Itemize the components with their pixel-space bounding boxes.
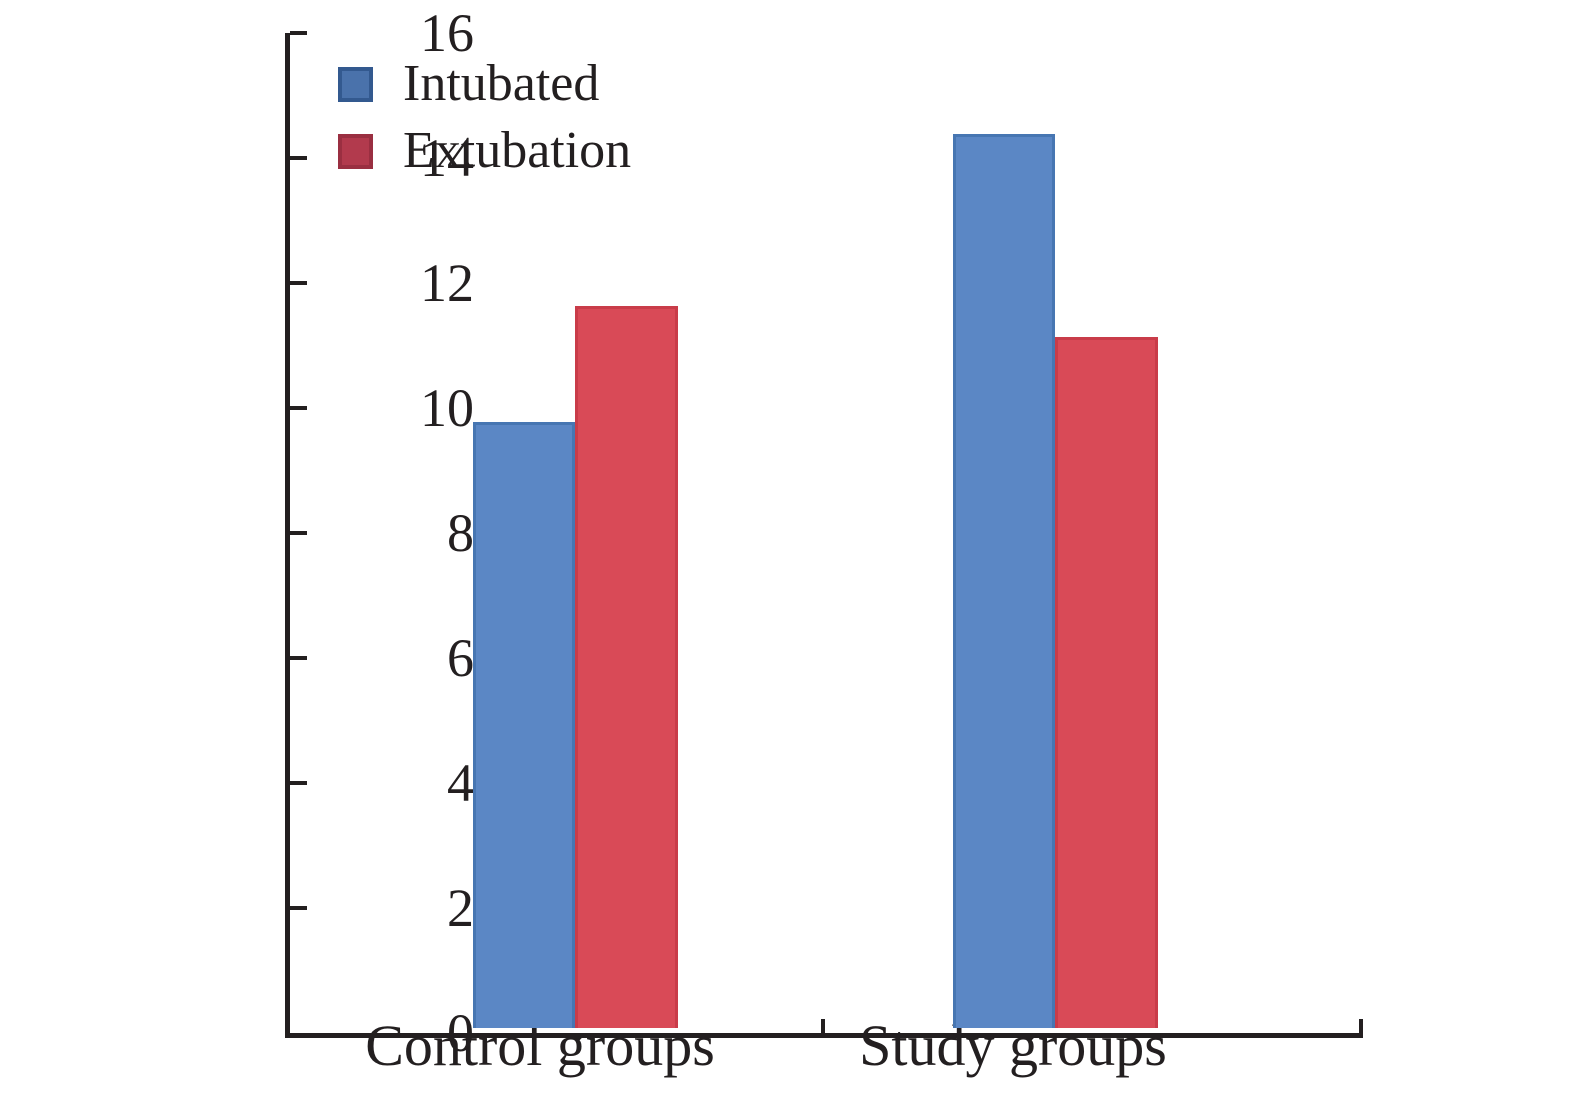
y-axis: [285, 33, 290, 1038]
y-tick-10: [290, 406, 307, 410]
bar-intubated-control-groups: [473, 422, 575, 1028]
bar-extubation-control-groups: [575, 306, 678, 1028]
legend-swatch-extubation: [338, 133, 373, 169]
y-tick-2: [290, 906, 307, 910]
y-tick-12: [290, 281, 307, 285]
y-tick-16: [290, 31, 307, 35]
y-tick-6: [290, 656, 307, 660]
bar-extubation-study-groups: [1055, 337, 1158, 1028]
legend: Intubated Extubation: [338, 55, 632, 194]
y-tick-label-8: 8: [447, 503, 474, 563]
y-tick-label-0: 0: [447, 1003, 474, 1063]
bar-intubated-study-groups: [953, 134, 1055, 1028]
legend-swatch-intubated: [338, 66, 373, 102]
y-tick-label-16: 16: [420, 3, 474, 63]
y-tick-label-14: 14: [420, 128, 474, 188]
legend-item-extubation: Extubation: [338, 122, 632, 179]
x-tick-mid: [821, 1019, 825, 1033]
y-tick-8: [290, 531, 307, 535]
plot-area: [285, 31, 1363, 1038]
y-tick-label-2: 2: [447, 878, 474, 938]
x-axis: [285, 1033, 1363, 1038]
legend-label-intubated: Intubated: [403, 55, 600, 112]
legend-item-intubated: Intubated: [338, 55, 631, 112]
x-tick-end: [1359, 1019, 1363, 1033]
y-tick-label-6: 6: [447, 628, 474, 688]
y-tick-label-10: 10: [420, 378, 474, 438]
y-tick-4: [290, 781, 307, 785]
y-tick-14: [290, 156, 307, 160]
y-tick-label-12: 12: [420, 253, 474, 313]
legend-label-extubation: Extubation: [403, 122, 632, 179]
y-tick-label-4: 4: [447, 753, 474, 813]
